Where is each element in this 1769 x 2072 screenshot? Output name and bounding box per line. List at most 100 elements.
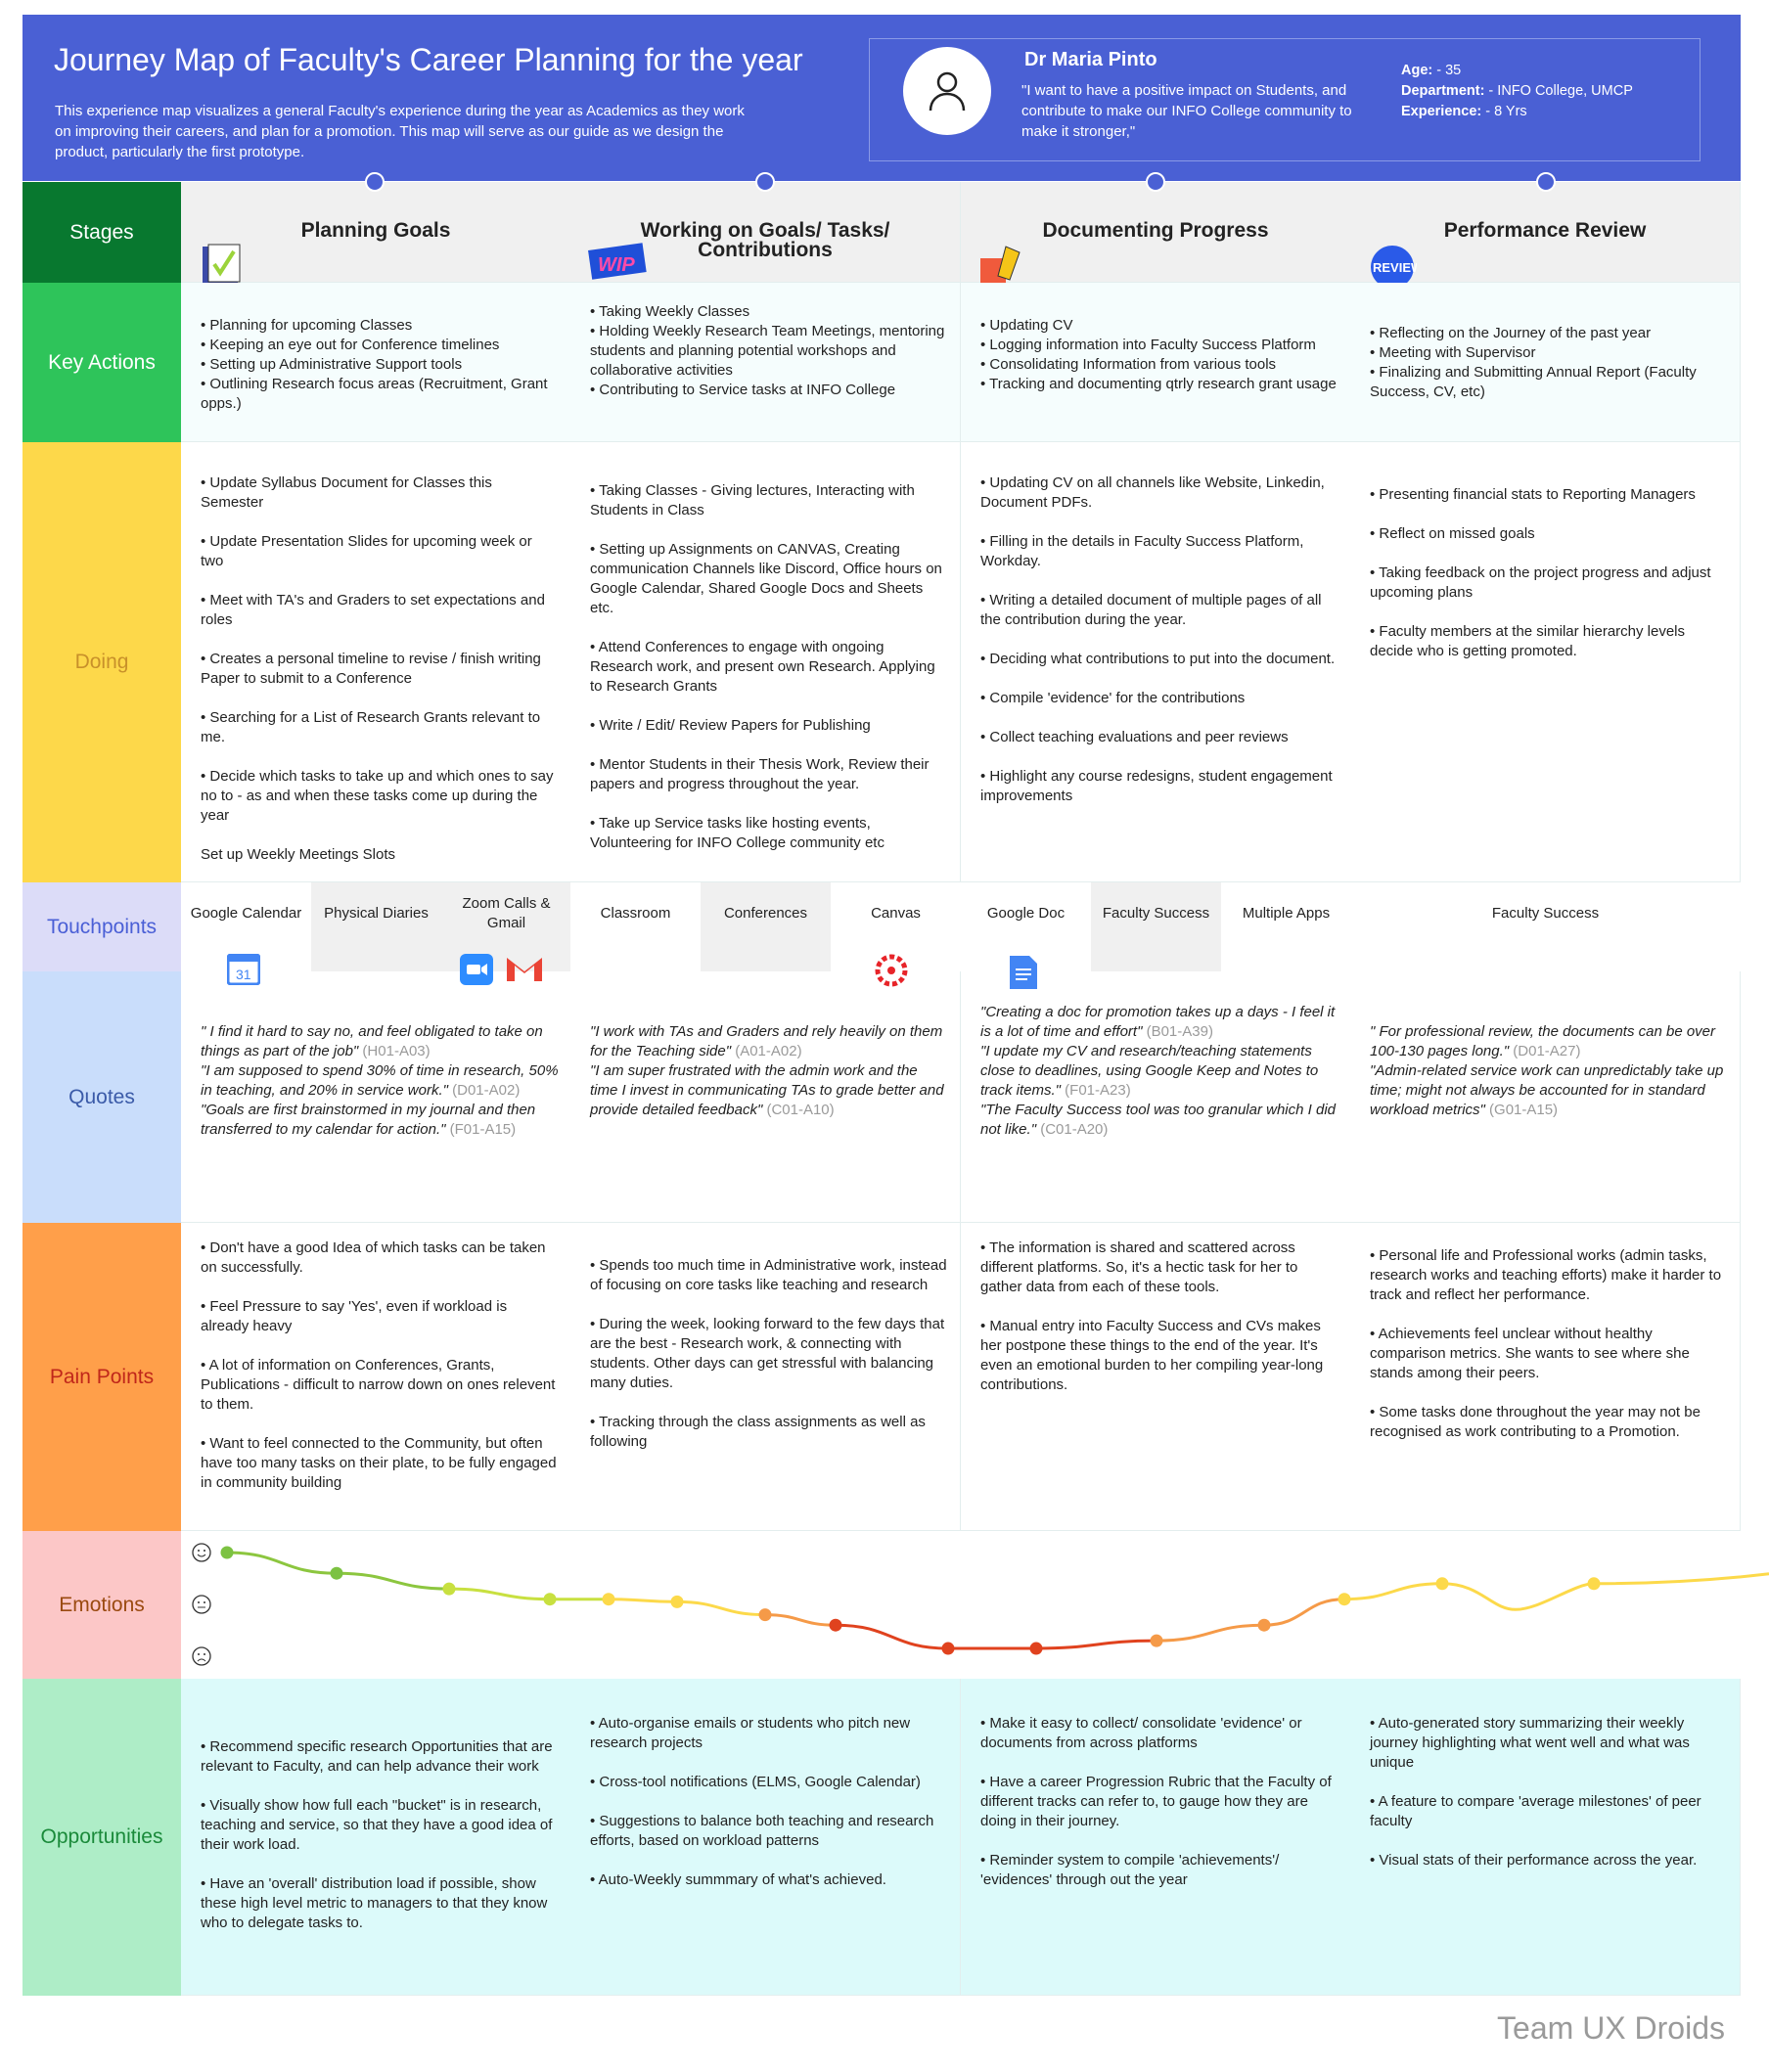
doing-item: • Collect teaching evaluations and peer …: [980, 729, 1289, 745]
emotion-segment: [1343, 1582, 1443, 1601]
doing-item: • Filling in the details in Faculty Succ…: [980, 533, 1304, 569]
doing-item: • Deciding what contributions to put int…: [980, 651, 1336, 667]
zoom-icon: [460, 954, 493, 990]
touchpoint-label: Google Calendar: [190, 904, 302, 922]
sad-face-icon: [192, 1646, 211, 1666]
stage-title: Working on Goals/ Tasks/ Contributions: [640, 219, 890, 261]
quote-text: "Admin-related service work can unpredic…: [1370, 1062, 1724, 1118]
pain-points-item: • A lot of information on Conferences, G…: [201, 1357, 556, 1413]
doing-item: • Decide which tasks to take up and whic…: [201, 768, 554, 824]
cell-quotes: "I work with TAs and Graders and rely he…: [570, 971, 961, 1223]
svg-text:31: 31: [236, 967, 251, 982]
team-credit: Team UX Droids: [1497, 2010, 1725, 2046]
touchpoint[interactable]: Multiple Apps: [1221, 882, 1351, 971]
emotion-segment: [1263, 1598, 1345, 1627]
page-description: This experience map visualizes a general…: [55, 103, 745, 160]
cell-doing: • Taking Classes - Giving lectures, Inte…: [570, 442, 961, 882]
cell-doing: • Updating CV on all channels like Websi…: [961, 442, 1351, 882]
touchpoint[interactable]: Classroom: [570, 882, 701, 971]
quote-code: (B01-A39): [1142, 1023, 1213, 1040]
key-actions-item: • Outlining Research focus areas (Recrui…: [201, 376, 548, 412]
doing-item: • Attend Conferences to engage with ongo…: [590, 639, 935, 695]
emotion-segment: [1035, 1639, 1157, 1650]
cell-quotes: " I find it hard to say no, and feel obl…: [181, 971, 571, 1223]
pain-points-item: • The information is shared and scattere…: [980, 1239, 1298, 1295]
quote: "Admin-related service work can unpredic…: [1370, 1061, 1728, 1120]
opportunities-item: • Auto-organise emails or students who p…: [590, 1715, 911, 1751]
cell-pain-points: • Spends too much time in Administrative…: [570, 1223, 961, 1531]
neutral-face-icon: [192, 1595, 211, 1614]
cell-key-actions: • Planning for upcoming Classes • Keeping…: [181, 283, 571, 442]
pain-points-item: • Personal life and Professional works (…: [1370, 1247, 1722, 1303]
opportunities-item: • Suggestions to balance both teaching a…: [590, 1813, 934, 1849]
row-label-doing: Doing: [23, 442, 181, 882]
quote-text: "The Faculty Success tool was too granul…: [980, 1102, 1336, 1138]
opportunities-item: • Visual stats of their performance acro…: [1370, 1852, 1698, 1869]
emotion-segment: [835, 1623, 949, 1650]
persona-facts: Age: - 35 Department: - INFO College, UM…: [1401, 61, 1633, 122]
quote-code: (D01-A02): [447, 1082, 521, 1099]
emotion-point: [1150, 1634, 1163, 1647]
touchpoint[interactable]: Physical Diaries: [311, 882, 441, 971]
emotion-curve: [192, 1543, 1769, 1666]
doing-item: • Take up Service tasks like hosting eve…: [590, 815, 884, 851]
doing-item: Set up Weekly Meetings Slots: [201, 846, 395, 863]
touchpoint[interactable]: Faculty Success: [1091, 882, 1221, 971]
emotion-point: [602, 1593, 615, 1606]
quote-text: "I work with TAs and Graders and rely he…: [590, 1023, 943, 1059]
key-actions-item: • Setting up Administrative Support tool…: [201, 356, 463, 373]
doing-item: • Compile 'evidence' for the contributio…: [980, 690, 1246, 706]
stage-marker-dot: [365, 172, 385, 192]
touchpoint[interactable]: Conferences: [701, 882, 831, 971]
pain-points-item: • Want to feel connected to the Communit…: [201, 1435, 557, 1491]
emotion-segment: [676, 1599, 766, 1617]
wip-icon: WIP: [588, 243, 651, 288]
age-label: Age:: [1401, 63, 1433, 78]
emotion-point: [543, 1593, 557, 1606]
key-actions-item: • Reflecting on the Journey of the past …: [1370, 325, 1652, 341]
emotion-point: [330, 1566, 343, 1580]
experience-label: Experience:: [1401, 104, 1482, 119]
opportunities-item: • Auto-generated story summarizing their…: [1370, 1715, 1690, 1771]
doing-item: • Updating CV on all channels like Websi…: [980, 474, 1325, 511]
row-label-opportunities: Opportunities: [23, 1679, 181, 1996]
touchpoint-label: Zoom Calls & Gmail: [462, 894, 551, 931]
row-label-key-actions: Key Actions: [23, 283, 181, 442]
cell-opportunities: • Make it easy to collect/ consolidate '…: [961, 1679, 1351, 1996]
doing-item: • Searching for a List of Research Grant…: [201, 709, 541, 745]
cell-stages: Working on Goals/ Tasks/ Contributions WI…: [570, 182, 961, 283]
header-banner: Journey Map of Faculty's Career Planning…: [23, 15, 1741, 181]
touchpoint-label: Classroom: [600, 904, 671, 922]
key-actions-item: • Logging information into Faculty Succe…: [980, 337, 1316, 353]
cell-pain-points: • The information is shared and scattere…: [961, 1223, 1351, 1531]
age-value: - 35: [1432, 63, 1462, 78]
cell-pain-points: • Personal life and Professional works (…: [1350, 1223, 1741, 1531]
stage-marker-dot: [1536, 172, 1556, 192]
doing-item: • Highlight any course redesigns, studen…: [980, 768, 1333, 804]
row-label-emotions: Emotions: [23, 1531, 181, 1679]
department-value: - INFO College, UMCP: [1484, 83, 1633, 99]
google-calendar-icon: 31: [226, 953, 261, 990]
doing-item: • Update Presentation Slides for upcomin…: [201, 533, 532, 569]
emotion-point: [670, 1595, 684, 1608]
quote: "I update my CV and research/teaching st…: [980, 1042, 1338, 1101]
doing-item: • Meet with TA's and Graders to set expe…: [201, 592, 545, 628]
quote-text: " I find it hard to say no, and feel obl…: [201, 1023, 543, 1059]
touchpoint[interactable]: Canvas: [831, 882, 961, 971]
emotion-segment: [1156, 1623, 1265, 1643]
doing-item: • Reflect on missed goals: [1370, 525, 1535, 542]
emotion-segment: [764, 1613, 837, 1627]
touchpoint[interactable]: Faculty Success: [1350, 882, 1741, 971]
opportunities-item: • Make it easy to collect/ consolidate '…: [980, 1715, 1302, 1751]
opportunities-item: • Have an 'overall' distribution load if…: [201, 1875, 548, 1931]
emotion-point: [1029, 1642, 1043, 1655]
touchpoint-label: Canvas: [871, 904, 921, 922]
quote-text: "I am super frustrated with the admin wo…: [590, 1062, 944, 1118]
cell-quotes: "Creating a doc for promotion takes up a…: [961, 971, 1351, 1223]
planned-notepad-icon: [199, 243, 257, 292]
touchpoint[interactable]: Zoom Calls & Gmail: [441, 882, 571, 971]
key-actions-item: • Meeting with Supervisor: [1370, 344, 1536, 361]
opportunities-item: • Have a career Progression Rubric that …: [980, 1774, 1332, 1829]
emotion-point: [1435, 1577, 1449, 1591]
pain-points-item: • During the week, looking forward to th…: [590, 1316, 945, 1391]
